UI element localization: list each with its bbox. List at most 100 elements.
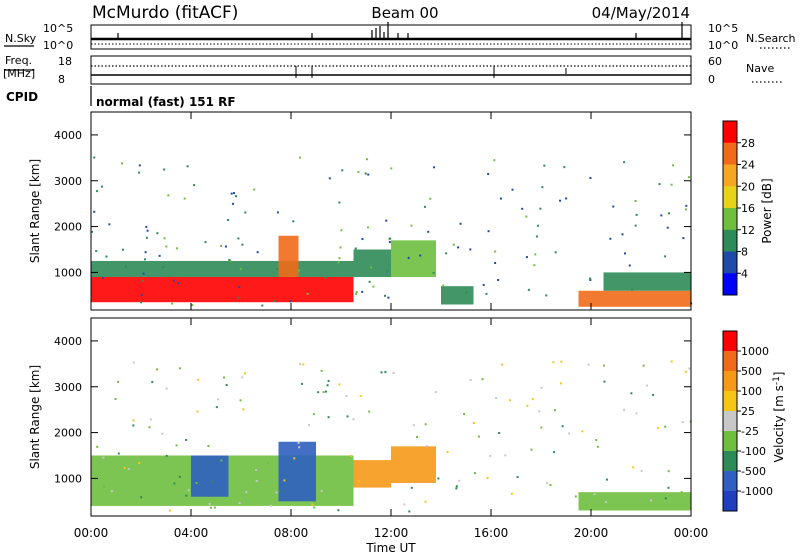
velocity-speck xyxy=(317,391,320,394)
velocity-speck xyxy=(603,380,606,383)
nsky-tick-low: 10^0 xyxy=(43,39,73,52)
power-speck xyxy=(175,247,178,250)
velocity-speck xyxy=(458,479,461,482)
velocity-speck xyxy=(283,479,286,482)
velocity-speck xyxy=(498,432,501,435)
velocity-speck xyxy=(346,415,349,418)
velocity-speck xyxy=(623,408,626,411)
velocity-speck xyxy=(225,384,228,387)
power-speck xyxy=(324,276,327,279)
velocity-speck xyxy=(667,470,670,473)
power-speck xyxy=(429,197,432,200)
velocity-ytick-label: 4000 xyxy=(54,335,82,348)
power-speck xyxy=(328,177,331,180)
power-speck xyxy=(525,256,528,259)
power-speck xyxy=(253,188,256,191)
velocity-speck xyxy=(546,482,549,485)
power-speck xyxy=(172,279,175,282)
velocity-speck xyxy=(596,445,599,448)
velocity-speck xyxy=(220,459,223,462)
power-speck xyxy=(664,255,667,258)
velocity-colorbar-tick-label: -25 xyxy=(741,425,759,438)
velocity-speck xyxy=(540,386,543,389)
power-speck xyxy=(125,265,128,268)
velocity-speck xyxy=(132,361,135,364)
velocity-speck xyxy=(504,454,507,457)
power-speck xyxy=(565,197,568,200)
velocity-speck xyxy=(320,369,323,372)
velocity-speck xyxy=(469,378,472,381)
power-speck xyxy=(667,212,670,215)
nsearch-tick-high: 10^5 xyxy=(708,22,738,35)
power-speck xyxy=(338,257,341,260)
velocity-speck xyxy=(96,445,99,448)
power-speck xyxy=(469,248,472,251)
power-speck xyxy=(235,195,238,198)
velocity-speck xyxy=(245,491,248,494)
velocity-speck xyxy=(403,503,406,506)
freq-label: Freq. xyxy=(5,54,32,67)
velocity-speck xyxy=(175,444,178,447)
velocity-speck xyxy=(552,361,555,364)
velocity-colorbar-tick-label: -1000 xyxy=(741,485,773,498)
velocity-speck xyxy=(327,380,330,383)
velocity-speck xyxy=(632,466,635,469)
power-speck xyxy=(171,302,174,305)
velocity-speck xyxy=(680,491,683,494)
power-speck xyxy=(146,229,149,232)
velocity-speck xyxy=(196,410,199,413)
power-speck xyxy=(237,296,240,299)
velocity-speck xyxy=(425,445,428,448)
noise-panel: N.Sky 10^5 10^0 10^5 10^0 N.Search xyxy=(4,22,796,52)
power-speck xyxy=(487,172,490,175)
velocity-speck xyxy=(215,406,218,409)
velocity-speck xyxy=(117,452,120,455)
power-speck xyxy=(423,205,426,208)
power-speck xyxy=(186,165,189,168)
xtick-label: 00:00 xyxy=(674,526,709,540)
power-region-5 xyxy=(441,286,474,305)
power-ytick-label: 4000 xyxy=(54,129,82,142)
power-region-3 xyxy=(353,249,391,277)
velocity-speck xyxy=(173,482,176,485)
velocity-speck xyxy=(688,367,691,370)
velocity-speck xyxy=(455,487,458,490)
power-speck xyxy=(193,184,196,187)
velocity-speck xyxy=(463,412,466,415)
power-colorbar-segment xyxy=(723,186,737,209)
velocity-speck xyxy=(530,448,533,451)
velocity-speck xyxy=(149,418,152,421)
velocity-colorbar-segment xyxy=(723,491,737,512)
nave-tick-high: 60 xyxy=(708,55,722,68)
velocity-speck xyxy=(455,485,458,488)
velocity-speck xyxy=(481,378,484,381)
velocity-speck xyxy=(138,461,141,464)
velocity-y-axis: 4000 3000 2000 1000 xyxy=(54,335,691,485)
velocity-speck xyxy=(670,360,673,363)
velocity-speck xyxy=(473,472,476,475)
power-speck xyxy=(465,291,468,294)
velocity-speck xyxy=(531,398,534,401)
power-speck xyxy=(337,261,340,264)
velocity-speck xyxy=(368,410,371,413)
power-speck xyxy=(230,192,233,195)
velocity-speck xyxy=(667,486,670,489)
power-speck xyxy=(91,230,94,233)
velocity-speck xyxy=(102,456,105,459)
velocity-speck xyxy=(241,376,244,379)
power-speck xyxy=(228,258,231,261)
velocity-speck xyxy=(243,372,246,375)
velocity-speck xyxy=(508,399,511,402)
power-speck xyxy=(609,237,612,240)
velocity-colorbar-tick-label: 500 xyxy=(741,365,762,378)
power-region-6 xyxy=(578,290,691,307)
velocity-speck xyxy=(684,370,687,373)
velocity-region-4 xyxy=(391,446,436,483)
velocity-colorbar-segment xyxy=(723,331,737,352)
power-speck xyxy=(143,258,146,261)
velocity-speck xyxy=(642,364,645,367)
velocity-speck xyxy=(412,424,415,427)
power-speck xyxy=(121,162,124,165)
power-speck xyxy=(145,236,148,239)
velocity-ytick-label: 3000 xyxy=(54,381,82,394)
